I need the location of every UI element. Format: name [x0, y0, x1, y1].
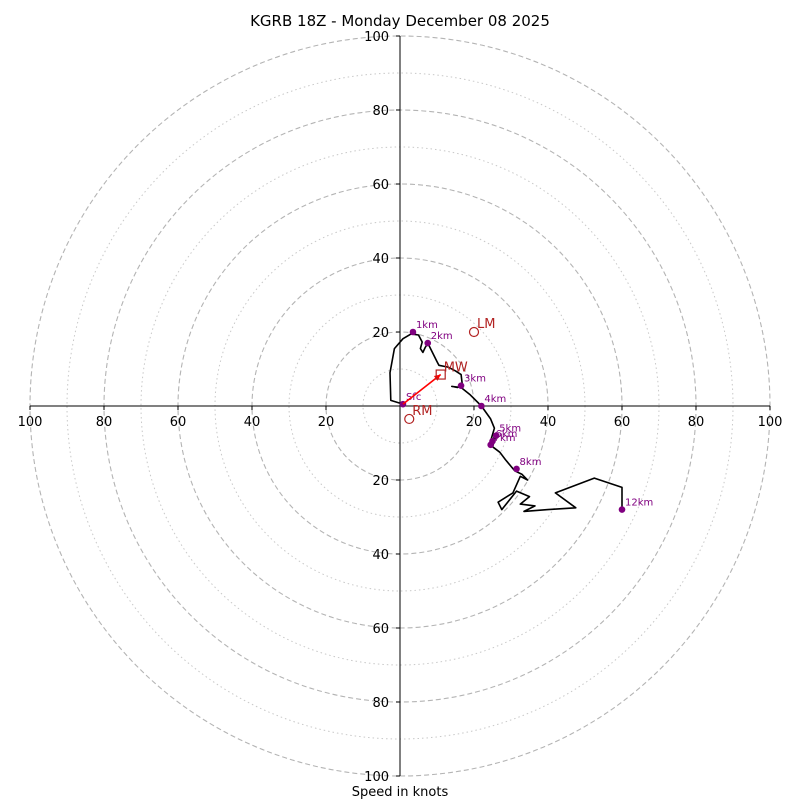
x-tick-label: 40: [540, 415, 557, 430]
mean-wind-marker: [435, 369, 446, 380]
y-tick-label: 40: [372, 548, 389, 563]
y-tick-label: 100: [364, 770, 389, 785]
height-label-7km: 7km: [494, 433, 516, 444]
y-tick-label: 40: [372, 252, 389, 267]
height-label-1km: 1km: [416, 320, 438, 331]
x-tick-label: 100: [758, 415, 783, 430]
height-marker-3km: [457, 382, 465, 389]
x-tick-label: 20: [318, 415, 335, 430]
x-tick-label: 100: [18, 415, 43, 430]
height-marker-2km: [424, 339, 432, 347]
x-tick-label: 60: [614, 415, 631, 430]
tick-labels: 100 80 60 40 20 20 40 60 80 100 100 80 60 40 20 20 40 60 8…: [18, 30, 783, 785]
y-tick-label: 80: [372, 696, 389, 711]
x-axis-label: Speed in knots: [352, 785, 449, 800]
y-tick-label: 20: [372, 474, 389, 489]
x-tick-label: 20: [466, 415, 483, 430]
height-marker-5km: [492, 432, 500, 439]
height-label-3km: 3km: [464, 374, 486, 385]
height-marker-7km: [487, 441, 494, 449]
hodograph-line: [389, 333, 623, 513]
height-label-8km: 8km: [520, 457, 542, 468]
x-tick-label: 80: [96, 415, 113, 430]
x-tick-label: 80: [688, 415, 705, 430]
mean-wind-arrowhead: [433, 374, 441, 381]
height-label-6km: 6km: [496, 429, 518, 440]
chart-title: KGRB 18Z - Monday December 08 2025: [250, 12, 550, 30]
storm-motion-markers: LM RM MW: [402, 317, 495, 425]
y-tick-label: 80: [372, 104, 389, 119]
x-tick-label: 60: [170, 415, 187, 430]
height-marker-1km: [409, 328, 417, 336]
x-tick-label: 40: [244, 415, 261, 430]
left-mover-label: LM: [477, 317, 495, 332]
y-tick-label: 60: [372, 178, 389, 193]
right-mover-label: RM: [412, 404, 432, 419]
y-tick-label: 20: [372, 326, 389, 341]
height-marker-12km: [618, 506, 626, 513]
height-label-4km: 4km: [484, 394, 506, 405]
mean-wind-label: MW: [444, 361, 468, 376]
y-tick-label: 60: [372, 622, 389, 637]
y-tick-label: 100: [364, 30, 389, 45]
height-label-5km: 5km: [499, 424, 521, 435]
height-marker-4km: [478, 402, 485, 410]
axes: [30, 36, 770, 776]
mean-wind-vector: [402, 373, 442, 405]
height-label-12km: 12km: [625, 498, 653, 509]
hodograph-trace: [389, 333, 623, 513]
right-mover-marker: [404, 413, 415, 425]
left-mover-marker: [468, 326, 480, 338]
height-label-2km: 2km: [431, 331, 453, 342]
height-marker-8km: [513, 465, 520, 473]
height-label-sfc: Sfc: [406, 392, 421, 403]
